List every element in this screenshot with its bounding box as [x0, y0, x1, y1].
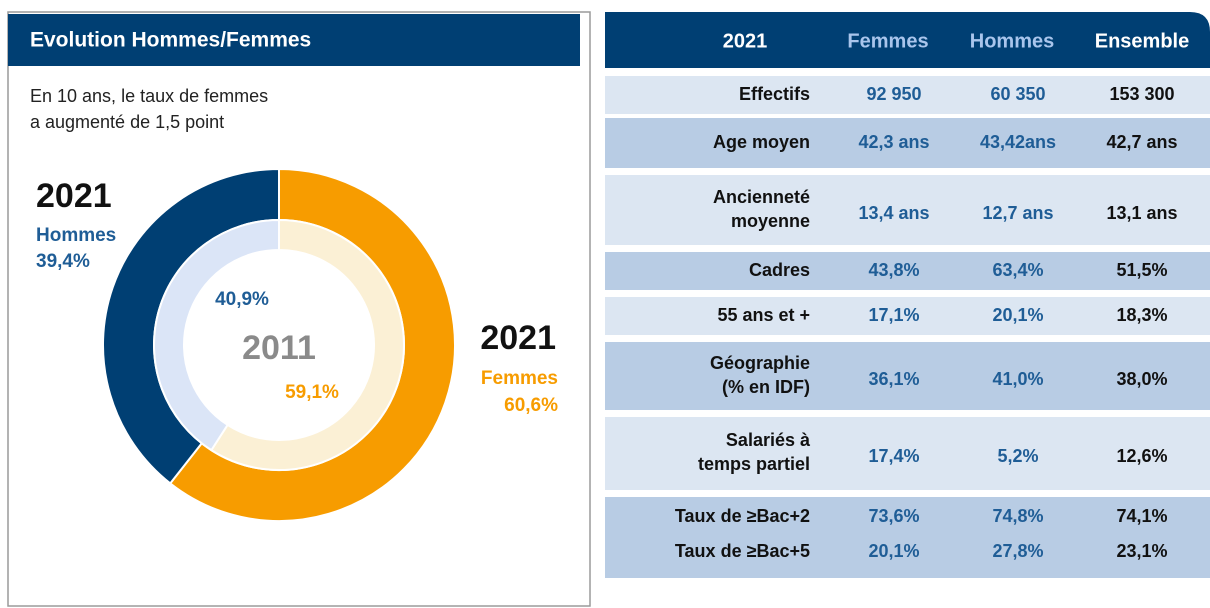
row-label: (% en IDF) — [722, 377, 810, 397]
cell-value: 51,5% — [1116, 260, 1167, 280]
cell-value: 43,8% — [868, 260, 919, 280]
cell-value: 74,8% — [992, 506, 1043, 526]
panel-title: Evolution Hommes/Femmes — [30, 29, 311, 52]
panel-header — [8, 14, 580, 66]
row-label: Géographie — [710, 353, 810, 373]
cell-value: 12,6% — [1116, 446, 1167, 466]
cell-value: 74,1% — [1116, 506, 1167, 526]
row-band — [605, 252, 1210, 290]
row-label: Effectifs — [739, 84, 810, 104]
cell-value: 36,1% — [868, 369, 919, 389]
cell-value: 92 950 — [866, 84, 921, 104]
row-band — [605, 175, 1210, 245]
column-header: Femmes — [847, 30, 928, 52]
cell-value: 42,7 ans — [1106, 132, 1177, 152]
donut-slice — [209, 218, 405, 471]
cell-value: 153 300 — [1109, 84, 1174, 104]
cell-value: 42,3 ans — [858, 132, 929, 152]
row-band — [605, 342, 1210, 410]
cell-value: 13,1 ans — [1106, 203, 1177, 223]
row-band — [605, 297, 1210, 335]
row-label: temps partiel — [698, 454, 810, 474]
cell-value: 43,42ans — [980, 132, 1056, 152]
row-label: 55 ans et + — [717, 305, 810, 325]
value-label: 60,6% — [504, 395, 558, 416]
row-label: Age moyen — [713, 132, 810, 152]
value-label: 40,9% — [215, 289, 269, 310]
cell-value: 17,4% — [868, 446, 919, 466]
row-label: moyenne — [731, 211, 810, 231]
column-header: Ensemble — [1095, 30, 1189, 52]
row-label: Taux de ≥Bac+2 — [675, 506, 810, 526]
cell-value: 20,1% — [868, 541, 919, 561]
row-label: Taux de ≥Bac+5 — [675, 541, 810, 561]
cell-value: 23,1% — [1116, 541, 1167, 561]
subtitle: a augmenté de 1,5 point — [30, 112, 224, 132]
row-label: Ancienneté — [713, 187, 810, 207]
ring-title: 2021 — [36, 177, 112, 215]
cell-value: 60 350 — [990, 84, 1045, 104]
cell-value: 41,0% — [992, 369, 1043, 389]
cell-value: 12,7 ans — [982, 203, 1053, 223]
ring-title: 2021 — [480, 319, 556, 357]
subtitle: En 10 ans, le taux de femmes — [30, 86, 268, 106]
cell-value: 38,0% — [1116, 369, 1167, 389]
donut-slice — [153, 218, 280, 452]
cell-value: 20,1% — [992, 305, 1043, 325]
cell-value: 63,4% — [992, 260, 1043, 280]
ring-title: 2011 — [242, 329, 316, 367]
row-band — [605, 76, 1210, 114]
cell-value: 73,6% — [868, 506, 919, 526]
value-label: 59,1% — [285, 382, 339, 403]
row-band — [605, 497, 1210, 578]
row-band — [605, 417, 1210, 490]
row-band — [605, 118, 1210, 168]
cell-value: 13,4 ans — [858, 203, 929, 223]
cell-value: 18,3% — [1116, 305, 1167, 325]
category-label: Hommes — [36, 225, 116, 246]
column-header: 2021 — [723, 30, 768, 52]
value-label: 39,4% — [36, 251, 90, 272]
cell-value: 17,1% — [868, 305, 919, 325]
column-header: Hommes — [970, 30, 1054, 52]
row-label: Salariés à — [726, 430, 811, 450]
cell-value: 27,8% — [992, 541, 1043, 561]
row-label: Cadres — [749, 260, 810, 280]
table-header — [605, 12, 1210, 68]
category-label: Femmes — [481, 368, 558, 389]
cell-value: 5,2% — [997, 446, 1038, 466]
